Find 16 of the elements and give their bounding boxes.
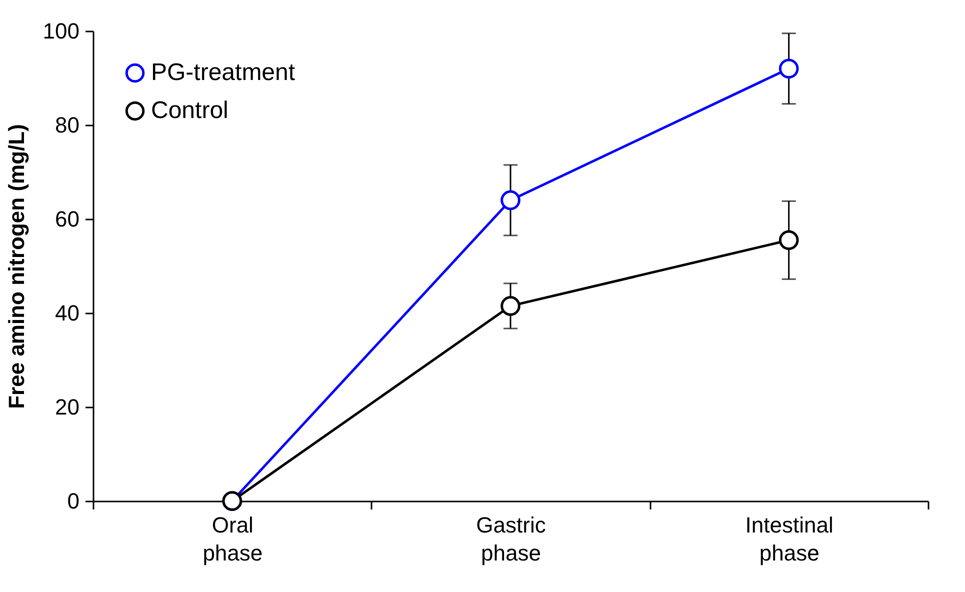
legend-label: PG-treatment <box>151 59 296 86</box>
x-tick-label: Gastric phase <box>476 512 546 566</box>
point <box>778 230 799 250</box>
y-axis-title: Free amino nitrogen (mg/L) <box>4 124 29 409</box>
point <box>500 296 520 316</box>
y-tick-label: 20 <box>55 394 80 420</box>
y-tick-label: 40 <box>55 300 80 326</box>
x-tick-label: Intestinal phase <box>745 512 834 566</box>
legend-label: Control <box>151 97 228 124</box>
point <box>778 58 799 78</box>
y-tick-label: 80 <box>55 112 80 138</box>
y-tick-label: 0 <box>67 488 80 514</box>
y-tick-label: 100 <box>42 18 80 44</box>
x-tick-label: Oral phase <box>202 512 263 566</box>
y-tick-label: 60 <box>55 206 80 232</box>
point <box>500 190 520 210</box>
